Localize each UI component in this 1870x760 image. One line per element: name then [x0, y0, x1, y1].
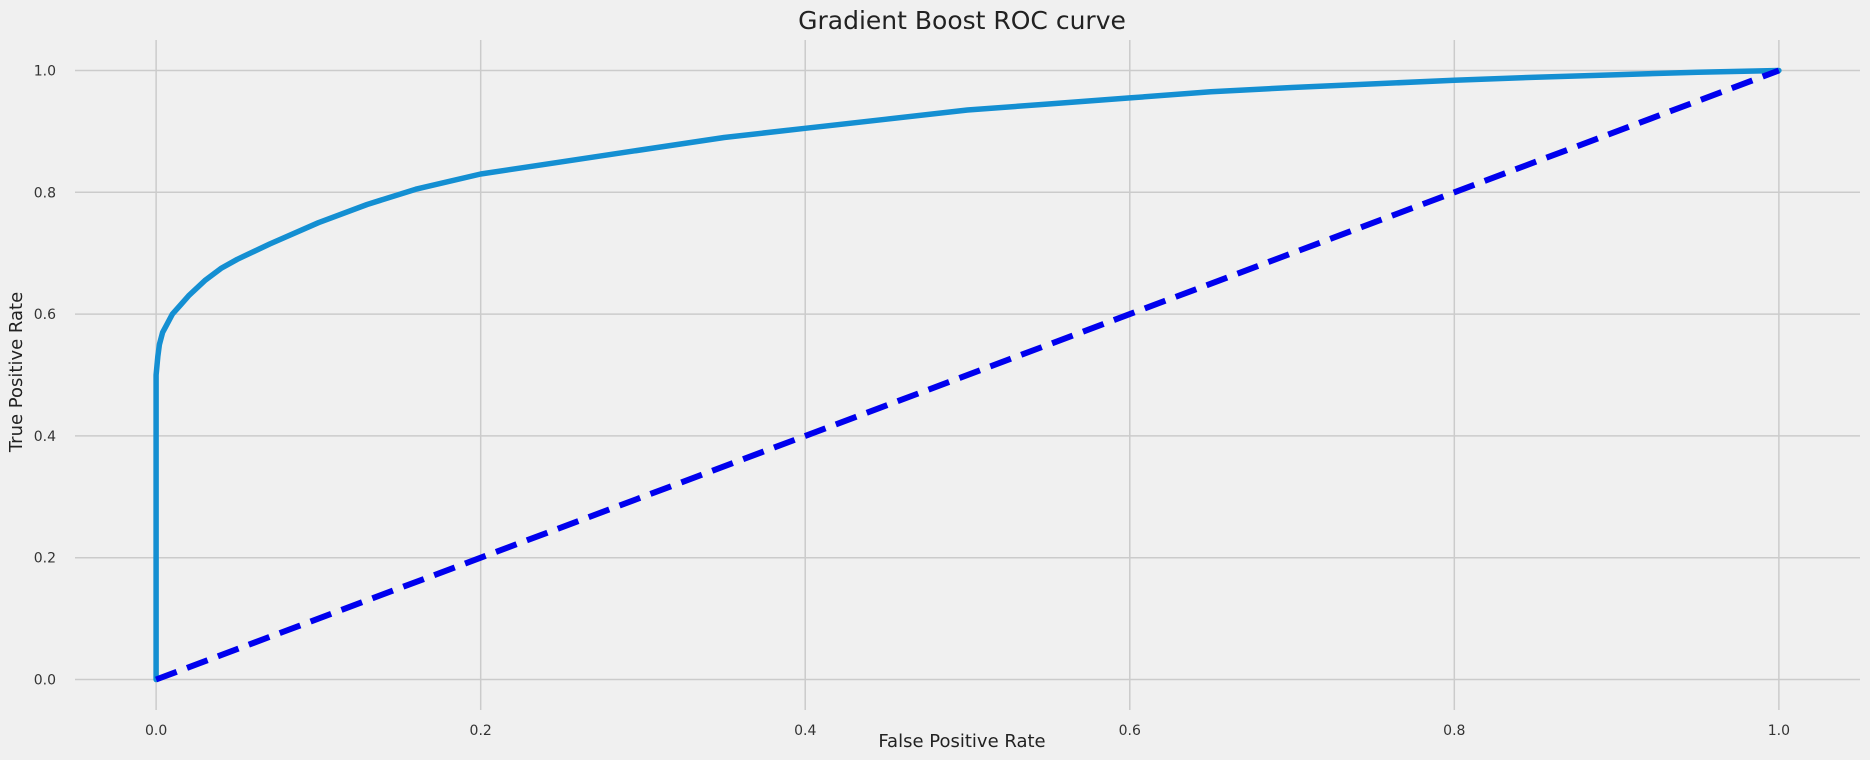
x-tick-label: 0.4 [794, 723, 816, 739]
x-tick-label: 0.8 [1443, 723, 1465, 739]
roc-curve-line [153, 67, 1782, 683]
y-tick-label: 0.4 [34, 429, 56, 445]
y-tick-label: 0.8 [34, 185, 56, 201]
chart-title: Gradient Boost ROC curve [798, 6, 1126, 35]
x-tick-label: 0.2 [470, 723, 492, 739]
x-tick-label: 0.0 [145, 723, 167, 739]
series-layer [153, 67, 1782, 683]
tick-labels: 0.0 0.2 0.4 0.6 0.8 1.0 0.0 0.2 0.4 0.6 0.8 1.0 [34, 63, 1790, 739]
x-axis-label: False Positive Rate [878, 731, 1045, 752]
x-tick-label: 1.0 [1768, 723, 1790, 739]
y-tick-label: 0.6 [34, 307, 56, 323]
y-tick-label: 0.0 [34, 673, 56, 689]
y-tick-label: 0.2 [34, 551, 56, 567]
y-axis-label: True Positive Rate [6, 292, 27, 453]
baseline-dashed-line [155, 67, 1780, 683]
y-tick-label: 1.0 [34, 63, 56, 79]
grid [75, 40, 1860, 710]
x-tick-label: 0.6 [1119, 723, 1141, 739]
